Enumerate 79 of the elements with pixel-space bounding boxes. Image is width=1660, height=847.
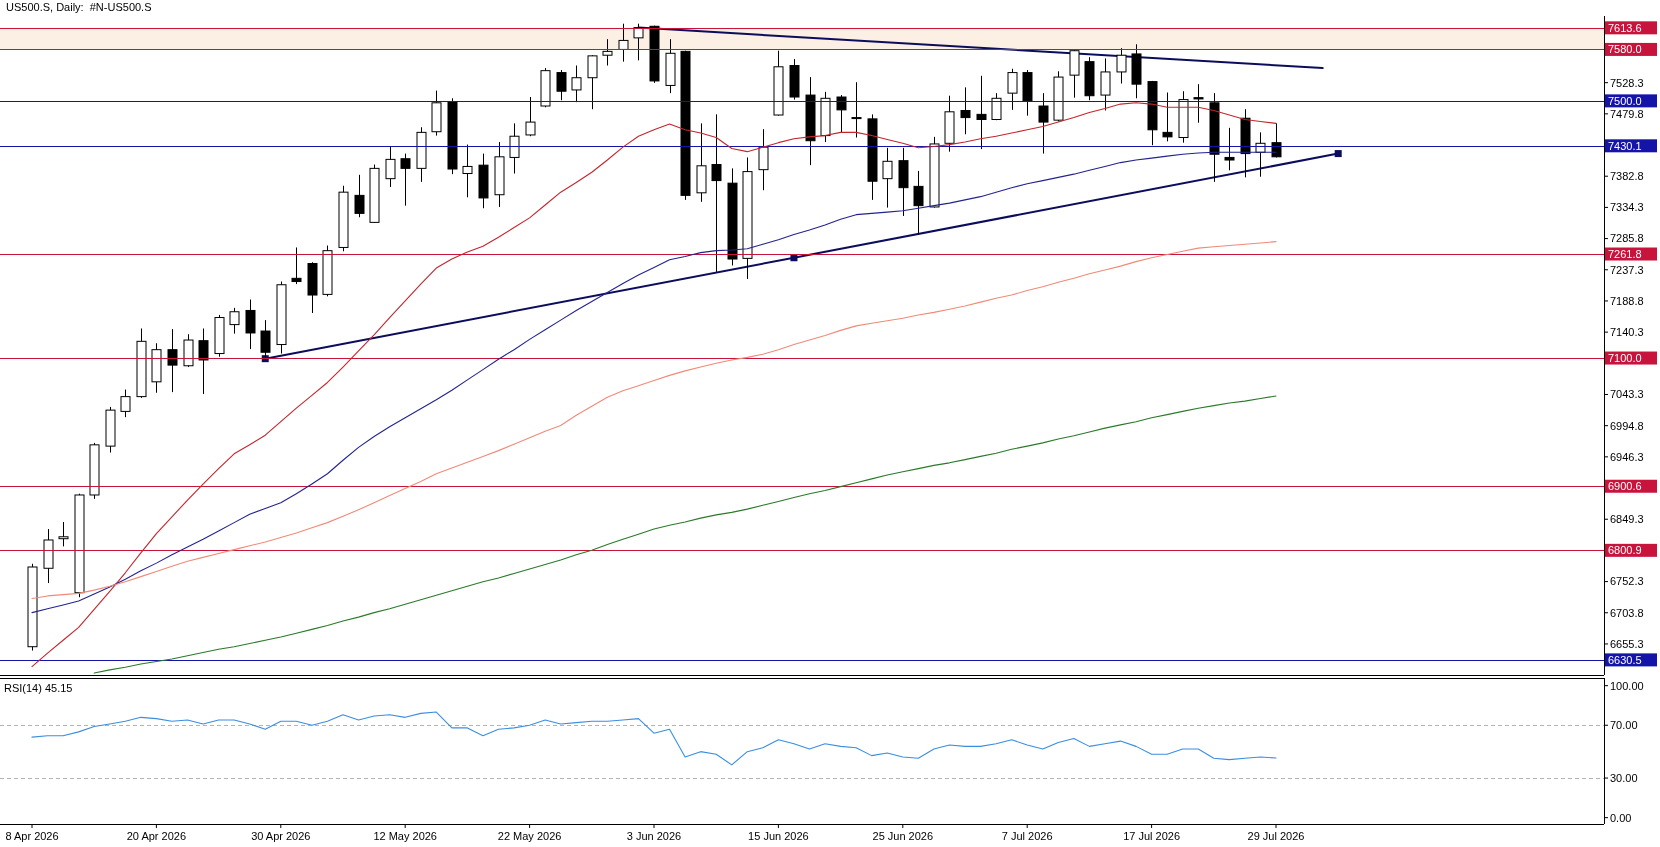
- candlestick: [462, 144, 473, 198]
- y-tick-label: 7285.8: [1610, 232, 1644, 245]
- y-tick-label: 7043.3: [1610, 388, 1644, 401]
- y-tick-label: 7140.3: [1610, 325, 1644, 338]
- y-tick-label: 7479.8: [1610, 107, 1644, 120]
- ref-line-label: 7500.0: [1608, 94, 1642, 107]
- candlestick: [836, 94, 847, 133]
- y-tick-label: 6994.8: [1610, 419, 1644, 432]
- candlestick: [58, 521, 69, 547]
- ref-line-label: 7613.6: [1608, 21, 1642, 34]
- candlestick: [385, 146, 396, 188]
- candlestick: [556, 69, 567, 101]
- x-tick-label: 25 Jun 2026: [872, 830, 934, 842]
- y-tick-label: 70.00: [1610, 719, 1638, 732]
- candlestick: [120, 389, 131, 418]
- candlestick: [851, 81, 862, 139]
- candlestick: [571, 65, 582, 103]
- y-tick-label: 6655.3: [1610, 637, 1644, 650]
- chart-title: RSI(14) 45.15: [4, 682, 73, 694]
- y-tick-label: 6849.3: [1610, 513, 1644, 526]
- candlestick: [1116, 47, 1127, 85]
- x-tick-label: 12 May 2026: [373, 830, 437, 842]
- candlestick: [618, 23, 629, 63]
- chart-title: US500.S, Daily: #N-US500.S: [6, 1, 152, 13]
- candlestick: [1007, 68, 1018, 111]
- x-tick-label: 7 Jul 2026: [1001, 830, 1053, 842]
- line-series: [31, 241, 1277, 600]
- x-tick-label: 15 Jun 2026: [748, 830, 809, 842]
- x-tick-label: 30 Apr 2026: [251, 830, 311, 842]
- line-series: [93, 395, 1277, 674]
- candlestick: [1162, 92, 1173, 142]
- candlestick: [1193, 83, 1204, 124]
- candlestick: [711, 113, 722, 273]
- y-tick-label: 0.00: [1610, 811, 1632, 824]
- y-tick-label: 30.00: [1610, 771, 1638, 784]
- candlestick: [1224, 127, 1235, 171]
- candlestick: [167, 328, 178, 393]
- ref-line-label: 7580.0: [1608, 43, 1642, 56]
- candlestick: [198, 327, 209, 395]
- candlestick: [260, 319, 271, 360]
- candlestick: [525, 96, 536, 137]
- candlestick: [400, 153, 411, 207]
- candlestick: [976, 75, 987, 150]
- candlestick: [913, 170, 924, 236]
- candlestick: [882, 147, 893, 209]
- y-tick-label: 7528.3: [1610, 76, 1644, 89]
- x-tick-label: 22 May 2026: [497, 830, 562, 842]
- y-tick-label: 100.00: [1610, 679, 1644, 692]
- y-tick-label: 6752.3: [1610, 575, 1644, 588]
- line-series: [31, 102, 1277, 668]
- line-series: [31, 711, 1277, 766]
- candlestick: [1100, 57, 1111, 112]
- x-tick-label: 3 Jun 2026: [626, 830, 682, 842]
- candlestick: [960, 86, 971, 135]
- candlestick: [602, 38, 613, 67]
- x-tick-label: 29 Jul 2026: [1247, 830, 1305, 842]
- candlestick: [229, 307, 240, 335]
- y-tick-label: 7334.3: [1610, 201, 1644, 214]
- y-tick-label: 6703.8: [1610, 606, 1644, 619]
- x-tick-label: 17 Jul 2026: [1123, 830, 1181, 842]
- y-tick-label: 7237.3: [1610, 263, 1644, 276]
- candlestick: [245, 299, 256, 350]
- ref-line-label: 7100.0: [1608, 351, 1642, 364]
- x-tick-label: 8 Apr 2026: [5, 830, 59, 842]
- candlestick: [587, 54, 598, 110]
- candlestick: [291, 246, 302, 285]
- y-tick-label: 6946.3: [1610, 450, 1644, 463]
- x-tick-label: 20 Apr 2026: [126, 830, 187, 842]
- y-tick-label: 7188.8: [1610, 294, 1644, 307]
- candlestick: [354, 174, 365, 218]
- candlestick: [1038, 92, 1049, 155]
- ref-line-label: 6800.9: [1608, 544, 1642, 557]
- y-tick-label: 7382.8: [1610, 170, 1644, 183]
- ref-line-label: 7261.8: [1608, 247, 1642, 260]
- ref-line-label: 6630.5: [1608, 653, 1642, 666]
- ref-line-label: 7430.1: [1608, 139, 1642, 152]
- candlestick: [758, 128, 769, 191]
- candlestick: [509, 122, 520, 175]
- ref-line-label: 6900.6: [1608, 480, 1642, 493]
